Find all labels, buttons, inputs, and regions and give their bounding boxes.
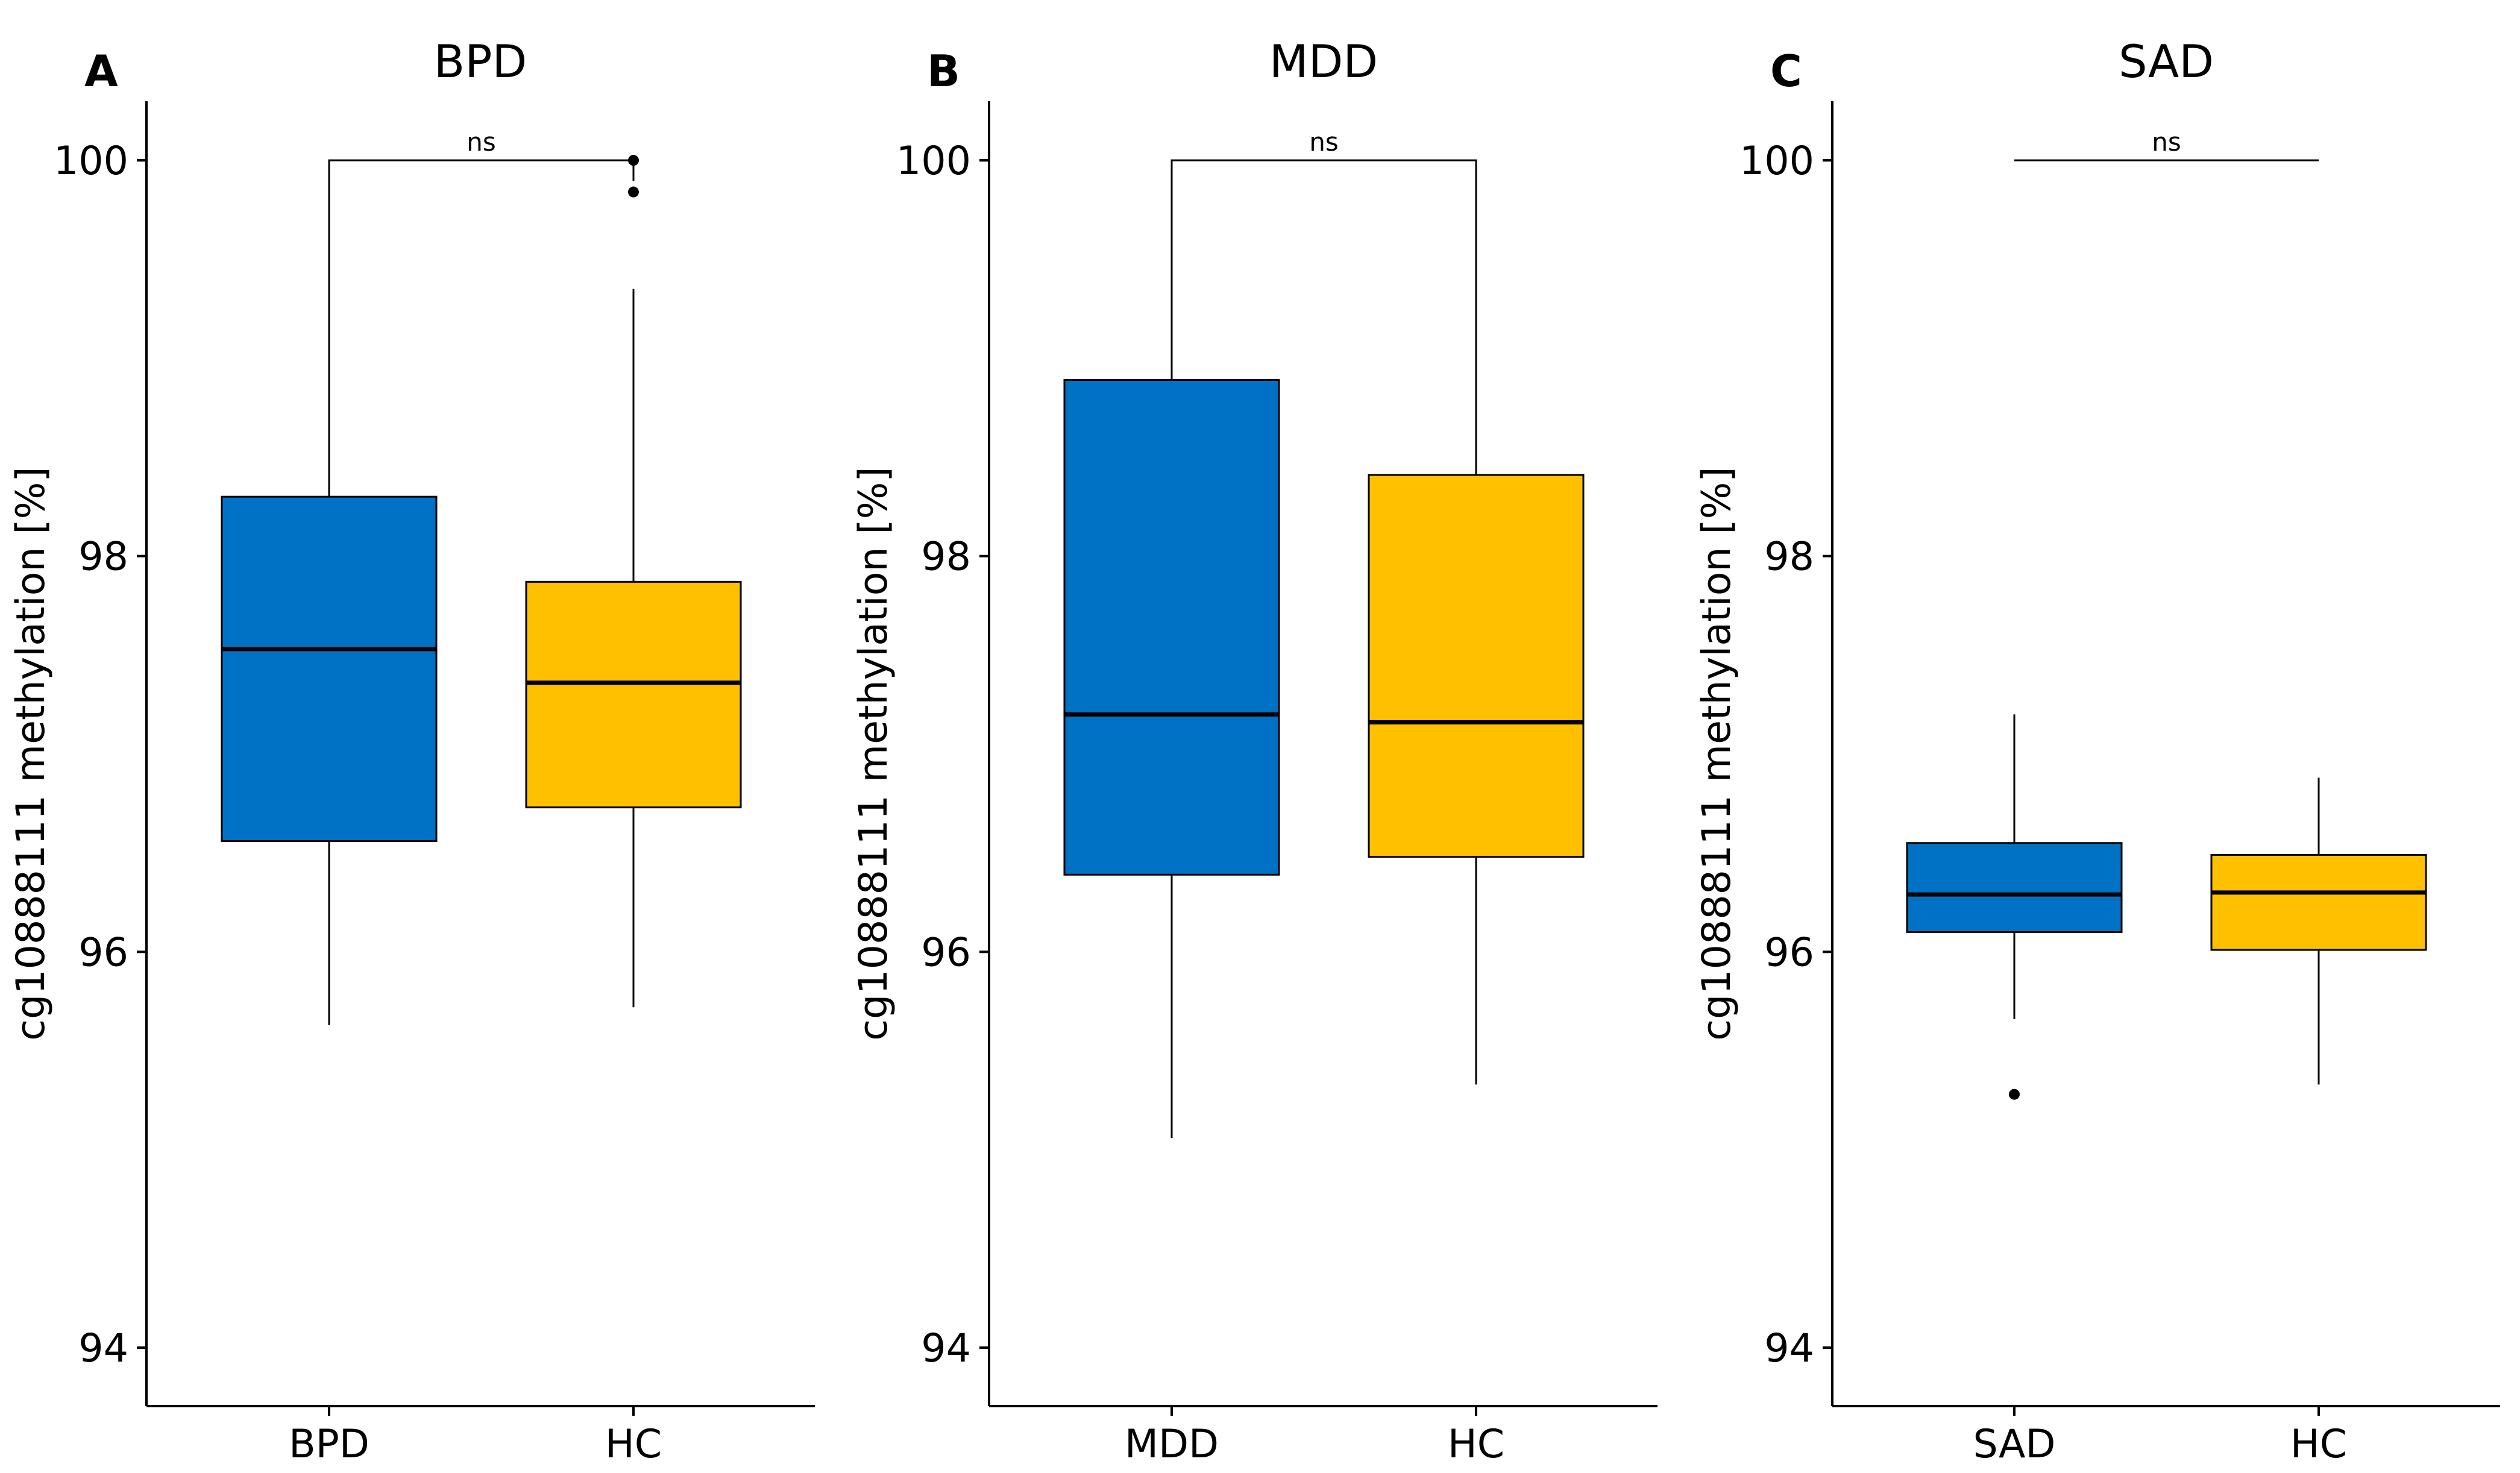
x-tick-label: MDD xyxy=(1125,1422,1219,1467)
box-bpd xyxy=(221,160,438,1025)
box-sad xyxy=(1906,714,2123,1100)
y-tick-label: 94 xyxy=(78,1326,128,1371)
y-axis-label: cg10888111 methylation [%] xyxy=(851,466,896,1041)
x-tick-label: HC xyxy=(2290,1422,2347,1467)
x-tick-label: HC xyxy=(605,1422,662,1467)
y-axis-label: cg10888111 methylation [%] xyxy=(1694,466,1739,1041)
y-tick-label: 96 xyxy=(1764,930,1814,975)
y-tick-label: 96 xyxy=(921,930,971,975)
box-rect xyxy=(1368,474,1585,858)
y-tick-label: 100 xyxy=(1739,139,1814,184)
panel-title: SAD xyxy=(2119,35,2214,88)
significance-label: ns xyxy=(467,127,496,157)
panel-b: B MDD 94 96 98 100 cg10888111 methylation [%] M… xyxy=(851,35,1657,1467)
box-rect xyxy=(2210,853,2427,951)
significance-bracket xyxy=(1170,159,1477,181)
y-tick-label: 94 xyxy=(921,1326,971,1371)
y-tick-label: 98 xyxy=(1764,535,1814,580)
significance-label: ns xyxy=(2152,127,2181,157)
outlier-point xyxy=(2009,1088,2020,1100)
panel-letter: B xyxy=(927,46,960,96)
outlier-point xyxy=(628,186,639,198)
y-tick-label: 100 xyxy=(896,139,971,184)
panel-c: C SAD 94 96 98 100 cg10888111 methylation [%] S… xyxy=(1694,35,2500,1467)
x-tick-label: HC xyxy=(1448,1422,1504,1467)
y-tick-label: 96 xyxy=(78,930,128,975)
y-tick-label: 98 xyxy=(78,535,128,580)
significance-bracket xyxy=(328,159,635,181)
significance-label: ns xyxy=(1309,127,1339,157)
y-axis-label: cg10888111 methylation [%] xyxy=(8,466,54,1041)
box-rect xyxy=(1906,842,2123,933)
panel-letter: A xyxy=(84,46,118,96)
box-rect xyxy=(525,580,742,809)
panel-title: BPD xyxy=(434,35,527,88)
y-tick-label: 94 xyxy=(1764,1326,1814,1371)
box-rect xyxy=(1063,378,1280,876)
box-hc xyxy=(1368,160,1585,1085)
y-tick-label: 100 xyxy=(54,139,128,184)
y-tick-label: 98 xyxy=(921,535,971,580)
box-mdd xyxy=(1063,160,1280,1138)
box-rect xyxy=(221,495,438,842)
panel-title: MDD xyxy=(1269,35,1378,88)
box-hc xyxy=(2210,777,2427,1085)
box-hc xyxy=(525,155,742,1008)
panel-a: A BPD 94 96 98 100 cg10888111 methylation [%] B… xyxy=(8,35,815,1467)
x-tick-label: SAD xyxy=(1973,1422,2056,1467)
panel-letter: C xyxy=(1770,46,1802,96)
x-tick-label: BPD xyxy=(289,1422,369,1467)
